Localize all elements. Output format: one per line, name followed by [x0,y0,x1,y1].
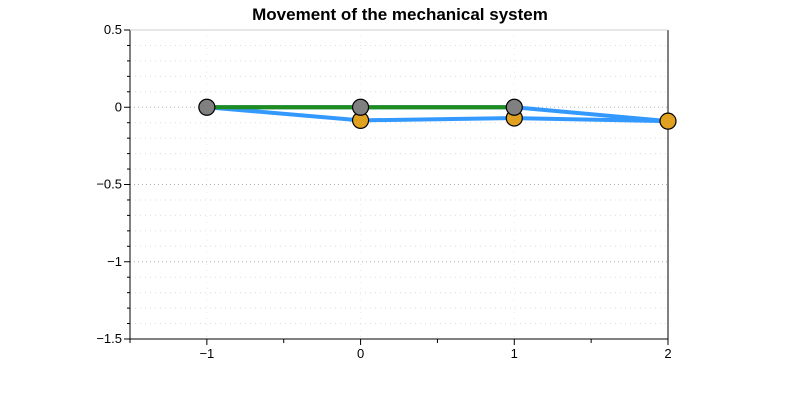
x-tick-label: −1 [199,346,214,361]
data-point [505,98,523,116]
y-tick-label: −0.5 [96,177,122,192]
data-point [198,98,216,116]
y-tick-label: 0 [115,99,122,114]
y-tick-label: 0.5 [104,22,122,37]
data-point [659,112,677,130]
y-tick-label: −1 [107,254,122,269]
series-lines [204,105,670,124]
x-tick-label: 0 [357,346,364,361]
series-line-1 [204,105,670,124]
chart-title: Movement of the mechanical system [252,5,548,24]
x-tick-label: 2 [664,346,671,361]
data-point [351,98,370,116]
nodes [198,98,677,130]
y-tick-label: −1.5 [96,331,122,346]
grid [130,29,669,340]
axes: 0.5 0 −0.5 −1 −1.5 −1 0 1 2 [96,22,671,361]
x-tick-label: 1 [511,346,518,361]
